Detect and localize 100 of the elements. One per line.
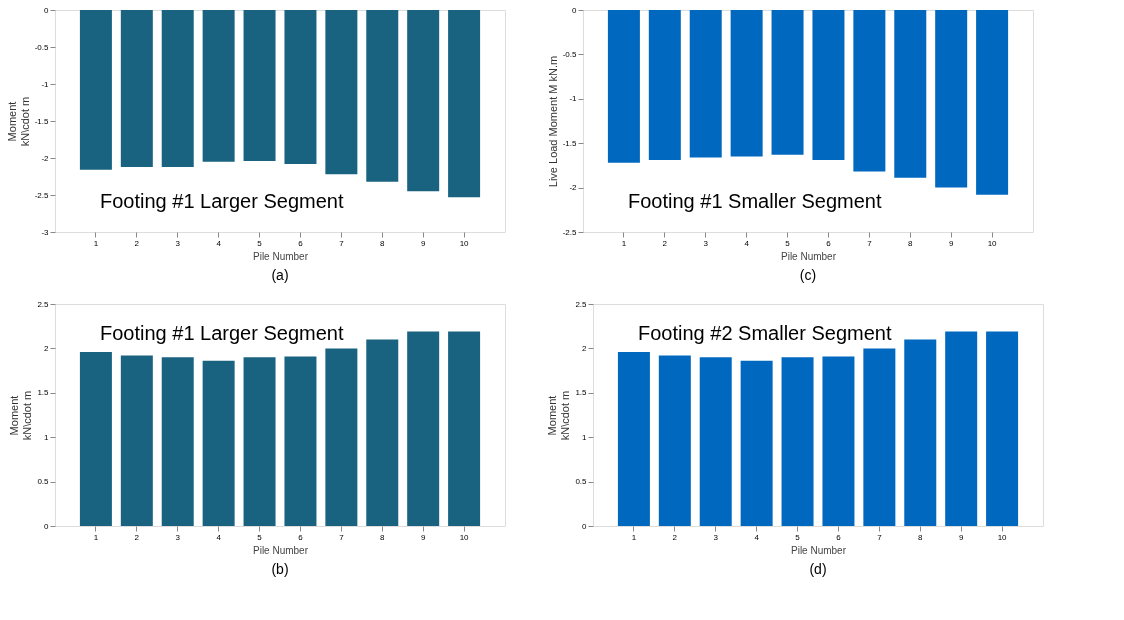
y-tick-label: -0.5 xyxy=(34,42,50,52)
y-tick-label: 0 xyxy=(582,521,588,531)
y-tick-label: -1 xyxy=(41,79,50,89)
text: (b) xyxy=(271,561,289,577)
bar xyxy=(448,331,481,526)
x-tick-label: 6 xyxy=(298,532,304,542)
x-tick-label: 3 xyxy=(713,532,719,542)
x-tick-label: 5 xyxy=(257,532,263,542)
bar xyxy=(699,357,732,526)
x-tick-label: 10 xyxy=(459,532,470,542)
x-tick-label: 4 xyxy=(754,532,760,542)
y-tick-label: -3 xyxy=(41,227,50,237)
x-tick-label: 9 xyxy=(420,238,426,248)
y-tick-label: -2 xyxy=(569,183,578,193)
y-axis-title: Moment kN\cdot m xyxy=(546,390,572,441)
text: (a) xyxy=(271,267,289,283)
bar xyxy=(243,357,276,526)
annotation: Footing #1 Larger Segment xyxy=(100,322,344,344)
x-tick-label: 10 xyxy=(459,238,470,248)
bar xyxy=(325,348,358,526)
y-axis-title: Live Load Moment M kN.m xyxy=(546,55,559,188)
x-tick-label: 7 xyxy=(339,532,345,542)
x-tick-label: 9 xyxy=(948,238,954,248)
bar xyxy=(366,339,399,526)
x-tick-label: 4 xyxy=(744,238,750,248)
y-tick-label: 2.5 xyxy=(37,299,50,309)
bar xyxy=(740,360,773,526)
x-tick-label: 1 xyxy=(621,238,627,248)
y-tick-label: 1.5 xyxy=(37,388,50,398)
x-tick-label: 5 xyxy=(785,238,791,248)
x-tick-label: 8 xyxy=(908,238,914,248)
x-tick-label: 1 xyxy=(631,532,637,542)
x-axis-title: Pile Number xyxy=(780,250,837,262)
x-tick-label: 8 xyxy=(380,532,386,542)
y-tick-label: 1 xyxy=(44,432,50,442)
bar xyxy=(822,356,855,526)
y-tick-label: 0 xyxy=(572,5,578,15)
x-tick-label: 3 xyxy=(175,532,181,542)
y-tick-label: 0 xyxy=(44,521,50,531)
y-tick-label: 1.5 xyxy=(575,388,588,398)
x-tick-label: 5 xyxy=(257,238,263,248)
x-tick-label: 6 xyxy=(836,532,842,542)
annotation: Footing #1 Smaller Segment xyxy=(628,190,882,212)
y-tick-label: -2.5 xyxy=(34,190,50,200)
bar xyxy=(407,331,440,526)
x-tick-label: 6 xyxy=(298,238,304,248)
y-tick-label: 2 xyxy=(582,343,588,353)
x-tick-label: 2 xyxy=(662,238,668,248)
x-tick-label: 2 xyxy=(134,532,140,542)
x-tick-label: 10 xyxy=(987,238,998,248)
x-axis-title: Pile Number xyxy=(252,250,309,262)
x-tick-label: 7 xyxy=(339,238,345,248)
x-tick-label: 5 xyxy=(795,532,801,542)
y-tick-label: 0 xyxy=(44,5,50,15)
x-tick-label: 3 xyxy=(703,238,709,248)
bar xyxy=(284,356,317,526)
text: (d) xyxy=(809,561,827,577)
y-tick-label: -1.5 xyxy=(34,116,50,126)
bar xyxy=(781,357,814,526)
x-tick-label: 9 xyxy=(958,532,964,542)
x-tick-label: 2 xyxy=(134,238,140,248)
y-tick-label: -2 xyxy=(41,153,50,163)
x-tick-label: 10 xyxy=(997,532,1008,542)
annotation: Footing #1 Larger Segment xyxy=(100,190,344,212)
x-tick-label: 4 xyxy=(216,238,222,248)
y-tick-label: 0.5 xyxy=(37,477,50,487)
bar xyxy=(161,357,194,526)
y-tick-label: -1 xyxy=(569,94,578,104)
annotation: Footing #2 Smaller Segment xyxy=(638,322,892,344)
x-tick-label: 7 xyxy=(877,532,883,542)
x-tick-label: 6 xyxy=(826,238,832,248)
bar xyxy=(79,351,112,526)
x-tick-label: 9 xyxy=(420,532,426,542)
y-tick-label: 2 xyxy=(44,343,50,353)
bar xyxy=(658,355,691,526)
y-tick-label: -1.5 xyxy=(562,138,578,148)
x-tick-label: 7 xyxy=(867,238,873,248)
y-axis-title: Moment kN\cdot m xyxy=(8,390,34,441)
text: (c) xyxy=(799,267,817,283)
y-tick-label: -0.5 xyxy=(562,49,578,59)
x-tick-label: 1 xyxy=(93,532,99,542)
x-tick-label: 8 xyxy=(918,532,924,542)
bar xyxy=(945,331,978,526)
y-tick-label: 0.5 xyxy=(575,477,588,487)
bar xyxy=(904,339,937,526)
bar xyxy=(863,348,896,526)
x-tick-label: 8 xyxy=(380,238,386,248)
x-tick-label: 1 xyxy=(93,238,99,248)
x-tick-label: 3 xyxy=(175,238,181,248)
x-axis-title: Pile Number xyxy=(790,544,847,556)
bar xyxy=(986,331,1019,526)
x-tick-label: 4 xyxy=(216,532,222,542)
x-axis-title: Pile Number xyxy=(252,544,309,556)
y-tick-label: 1 xyxy=(582,432,588,442)
bar xyxy=(120,355,153,526)
y-axis-title: Moment kN\cdot m xyxy=(5,96,31,147)
bar xyxy=(202,360,235,526)
y-tick-label: 2.5 xyxy=(575,299,588,309)
x-tick-label: 2 xyxy=(672,532,678,542)
bar xyxy=(617,351,650,526)
